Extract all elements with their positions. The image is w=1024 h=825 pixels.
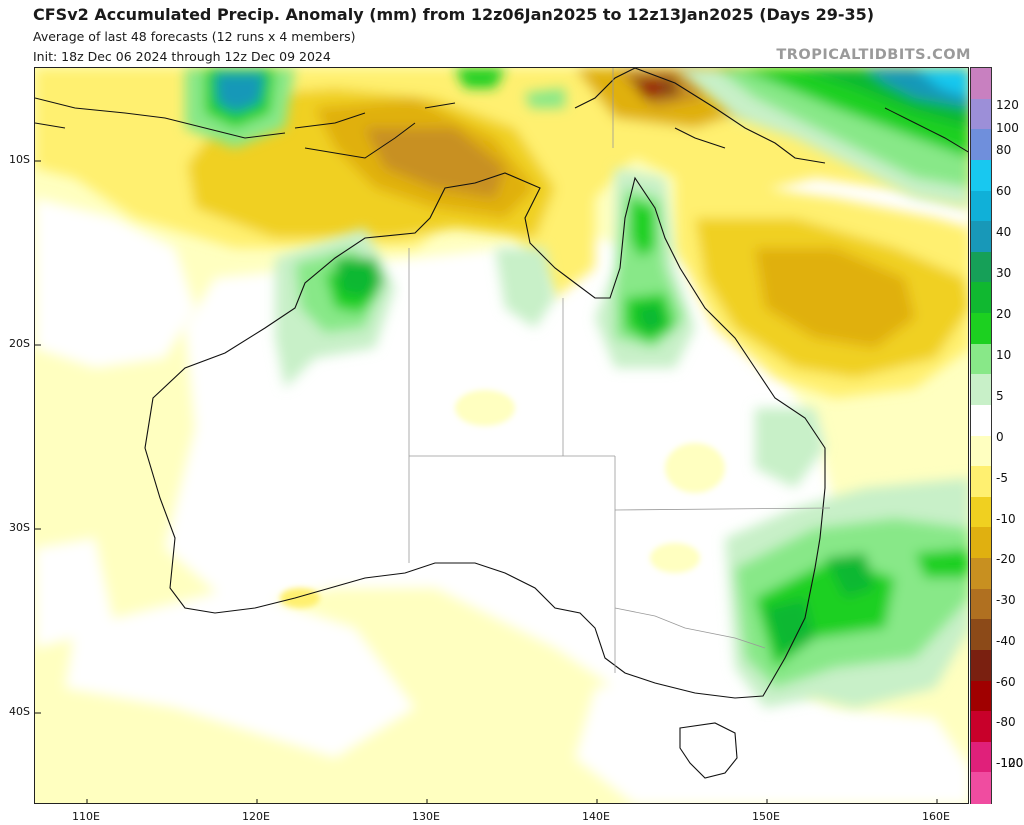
colorbar-label: -60	[996, 675, 1016, 689]
colorbar-segment	[971, 374, 991, 406]
colorbar-label: 100	[996, 121, 1019, 135]
lon-label-130e: 130E	[412, 810, 440, 823]
colorbar-segment	[971, 282, 991, 314]
lat-label-30s: 30S	[9, 521, 30, 534]
indonesia-islands	[35, 97, 968, 159]
lat-label-40s: 40S	[9, 705, 30, 718]
colorbar-segment	[971, 558, 991, 590]
colorbar-label: -40	[996, 634, 1016, 648]
lon-label-160e: 160E	[922, 810, 950, 823]
colorbar-segment	[971, 190, 991, 222]
colorbar-label: 80	[996, 143, 1012, 157]
colorbar-segment	[971, 711, 991, 743]
lat-label-10s: 10S	[9, 153, 30, 166]
lon-label-150e: 150E	[752, 810, 780, 823]
colorbar-segment	[971, 496, 991, 528]
colorbar-label: -10	[996, 512, 1016, 526]
colorbar-label: -80	[996, 715, 1016, 729]
colorbar-label: -20	[996, 552, 1016, 566]
new-guinea-coastline	[574, 68, 826, 164]
australia-coastline	[144, 172, 826, 699]
lon-label-140e: 140E	[582, 810, 610, 823]
colorbar-label: 5	[996, 389, 1004, 403]
state-borders	[408, 68, 831, 673]
colorbar-segment	[971, 649, 991, 681]
colorbar-segment	[971, 313, 991, 345]
colorbar-label: -100	[996, 756, 1024, 770]
colorbar-segment	[971, 68, 991, 100]
wet-zones	[185, 68, 968, 708]
colorbar-segment	[971, 588, 991, 620]
colorbar-label: -30	[996, 593, 1016, 607]
map-canvas	[35, 68, 968, 803]
axis-ticks	[35, 160, 938, 803]
colorbar-segment	[971, 619, 991, 651]
precip-anomaly-map	[34, 67, 969, 804]
lon-label-110e: 110E	[72, 810, 100, 823]
colorbar-label: -120	[996, 756, 1024, 770]
tasmania-coastline	[679, 722, 738, 779]
colorbar-label: 0	[996, 430, 1004, 444]
colorbar-segment	[971, 741, 991, 773]
colorbar-segment	[971, 221, 991, 253]
colorbar-segment	[971, 343, 991, 375]
colorbar-segment	[971, 404, 991, 436]
chart-subtitle-ensemble: Average of last 48 forecasts (12 runs x …	[33, 29, 356, 44]
colorbar-segment	[971, 680, 991, 712]
site-watermark: TROPICALTIDBITS.COM	[776, 47, 971, 63]
colorbar-label: 60	[996, 184, 1012, 198]
colorbar-segment	[971, 251, 991, 283]
neutral-zones	[35, 138, 968, 803]
colorbar-label: 10	[996, 348, 1012, 362]
minor-dry-patches	[280, 390, 725, 608]
colorbar-segment	[971, 435, 991, 467]
colorbar-label: 20	[996, 307, 1012, 321]
colorbar-segment	[971, 159, 991, 191]
colorbar-label: 30	[996, 266, 1012, 280]
colorbar-segment	[971, 129, 991, 161]
colorbar-label: -5	[996, 471, 1008, 485]
colorbar-segment	[971, 527, 991, 559]
lat-label-20s: 20S	[9, 337, 30, 350]
colorbar-label: 40	[996, 225, 1012, 239]
lon-label-120e: 120E	[242, 810, 270, 823]
chart-title: CFSv2 Accumulated Precip. Anomaly (mm) f…	[33, 5, 875, 24]
colorbar-segment	[971, 772, 991, 804]
chart-subtitle-init: Init: 18z Dec 06 2024 through 12z Dec 09…	[33, 49, 331, 64]
colorbar-segment	[971, 466, 991, 498]
colorbar-segment	[971, 98, 991, 130]
colorbar-label: 120	[996, 98, 1019, 112]
colorbar	[970, 67, 992, 804]
